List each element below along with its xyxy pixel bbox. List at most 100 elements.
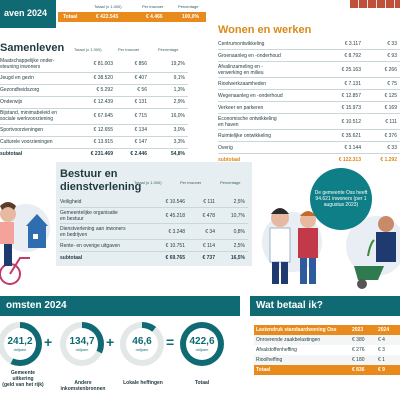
wonen-value: € 12.857: [314, 89, 364, 102]
income-3-caption: Lokale heffingen: [123, 380, 163, 386]
table-row: Onderwijs € 12.439 € 131 2,9%: [0, 96, 188, 109]
wonen-label: Verkeer en parkeren: [218, 101, 314, 114]
samenleven-subtotal-pct: 54,8%: [170, 151, 185, 157]
table-row: Afvalinzameling en - verwerking en milie…: [218, 61, 400, 78]
cyclist-illustration: [0, 202, 50, 285]
expenses-title-band: aven 2024: [0, 0, 56, 28]
table-row: Verkeer en parkeren € 15.973 € 169: [218, 101, 400, 114]
people-illustration: [262, 208, 400, 289]
betaal-row-label: Onroerende zaakbelastingen: [254, 335, 350, 345]
table-row: Centrumontwikkeling € 3.117 € 33: [218, 38, 400, 50]
betaal-head-label: Lastendruk standaardwoning Oss: [254, 325, 350, 335]
population-text: De gemeente Oss heeft 94.621 inwoners (p…: [314, 189, 368, 209]
samenleven-per: € 134: [116, 124, 150, 137]
wonen-per: € 33: [364, 38, 400, 50]
wonen-value: € 35.621: [314, 129, 364, 142]
table-row: Gemeentelijke organisatie en bestuur € 45…: [60, 207, 248, 224]
wonen-label: Economische ontwikkeling en haven: [218, 113, 314, 130]
bestuur-pct: 2,5%: [218, 196, 248, 208]
samenleven-pct: 1,3%: [150, 84, 188, 97]
samenleven-col-per: Per inwoner: [118, 47, 140, 52]
wonen-value: € 15.973: [314, 101, 364, 114]
betaal-row-2023: € 276: [352, 347, 365, 353]
table-row: Dienstverlening aan inwoners en bedrijve…: [60, 223, 248, 240]
samenleven-subtotal-label: subtotaal: [0, 151, 23, 157]
samenleven-pct: 19,2%: [150, 56, 188, 73]
samenleven-table: Maatschappelijke onder- steuning inwoner…: [0, 56, 188, 160]
betaal-head-row: Lastendruk standaardwoning Oss 2023 2024: [254, 325, 400, 335]
samenleven-col-total: Totaal (x 1.000): [74, 47, 102, 52]
equals-sign: =: [166, 334, 175, 350]
income-ring-2: 134,7 miljoen: [60, 322, 104, 366]
wonen-per: € 33: [364, 141, 400, 154]
income-1-unit: miljoen: [13, 346, 27, 352]
bestuur-value: € 10.751: [148, 239, 188, 252]
income-total-unit: miljoen: [195, 346, 209, 352]
bestuur-col-per: Per inwoner: [180, 180, 202, 185]
wonen-title: Wonen en werken: [218, 24, 312, 36]
betaal-row-2024: € 4: [376, 335, 400, 345]
samenleven-per: € 407: [116, 72, 150, 85]
wonen-subtotal-value: € 122.313: [338, 156, 361, 163]
betaal-row-2023: € 380: [350, 335, 376, 345]
bestuur-subtotal-label: subtotaal: [60, 254, 83, 261]
bestuur-pct: 10,7%: [218, 207, 248, 224]
table-row: Groenaanleg en -onderhoud € 8.792 € 93: [218, 49, 400, 62]
income-2-unit: miljoen: [75, 346, 89, 352]
wonen-subtotal-per: € 1.292: [380, 156, 397, 163]
population-bubble: De gemeente Oss heeft 94.621 inwoners (p…: [310, 168, 372, 230]
wonen-label: Ruimtelijke ontwikkeling: [218, 129, 314, 142]
bestuur-value: € 10.546: [148, 196, 188, 208]
bestuur-label: Gemeentelijke organisatie en bestuur: [60, 207, 148, 224]
table-row: Rente- en overige uitgaven € 10.751 € 114 2…: [60, 239, 248, 252]
bestuur-col-total: Totaal (x 1.000): [134, 180, 162, 185]
samenleven-label: Gezondheidszorg: [0, 84, 76, 97]
samenleven-label: Bijstand, minimabeleid en sociale werkvo…: [0, 108, 76, 125]
brick-decoration: [350, 0, 400, 8]
betaal-row-label: Afvalstoffenheffing: [256, 347, 297, 353]
income-ring-3: 46,6 miljoen: [120, 322, 164, 366]
income-ring-1: 241,2 miljoen: [0, 322, 42, 366]
samenleven-value: € 12.655: [76, 124, 116, 137]
bestuur-label: Rente- en overige uitgaven: [60, 239, 148, 252]
bestuur-value: € 45.218: [148, 207, 188, 224]
income-2-caption: Andere inkomstenbronnen: [60, 380, 106, 392]
subtotal-row: subtotaal € 122.313 € 1.292: [218, 154, 400, 166]
samenleven-value: € 81.003: [76, 56, 116, 73]
samenleven-col-pct: Percentage: [158, 47, 179, 52]
samenleven-label: Jeugd en gezin: [0, 72, 76, 85]
betaal-table: Lastendruk standaardwoning Oss 2023 2024…: [254, 325, 400, 375]
bestuur-title: Bestuur en dienstverlening: [60, 168, 142, 193]
income-3-value: 46,6: [132, 335, 152, 347]
samenleven-subtotal-value: € 231.469: [90, 151, 113, 157]
table-row: Afvalstoffenheffing € 276 € 3: [254, 345, 400, 355]
table-row: Economische ontwikkeling en haven € 10.51…: [218, 113, 400, 130]
bestuur-subtotal-per: € 737: [202, 254, 215, 261]
income-3-unit: miljoen: [135, 346, 149, 352]
samenleven-per: € 147: [116, 136, 150, 149]
bestuur-table: Veiligheid € 10.546 € 111 2,5% Gemeentelijke…: [60, 196, 248, 263]
bestuur-pct: 2,5%: [218, 239, 248, 252]
samenleven-pct: 3,3%: [150, 136, 188, 149]
wonen-per: € 169: [364, 101, 400, 114]
wonen-value: € 3.117: [314, 38, 364, 50]
table-row: Gezondheidszorg € 5.292 € 56 1,3%: [0, 84, 188, 97]
inkomsten-bar: omsten 2024: [0, 296, 240, 316]
table-row: Rioolheffing € 180 € 1: [254, 355, 400, 365]
samenleven-subtotal-per: € 2.446: [130, 151, 147, 157]
samenleven-label: Onderwijs: [0, 96, 76, 109]
table-row: Bijstand, minimabeleid en sociale werkvo…: [0, 108, 188, 125]
wonen-value: € 25.163: [314, 61, 364, 78]
table-row: Overig € 3.144 € 33: [218, 141, 400, 154]
samenleven-per: € 56: [116, 84, 150, 97]
table-row: Veiligheid € 10.546 € 111 2,5%: [60, 196, 248, 208]
bestuur-subtotal-value: € 69.765: [165, 254, 185, 261]
samenleven-pct: 2,9%: [150, 96, 188, 109]
samenleven-pct: 3,0%: [150, 124, 188, 137]
samenleven-per: € 715: [116, 108, 150, 125]
betaal-row-2023: € 180: [350, 355, 376, 365]
income-ring-total: 422,6 miljoen: [180, 322, 224, 366]
wonen-label: Afvalinzameling en - verwerking en milie…: [218, 61, 314, 78]
bestuur-per: € 34: [188, 223, 218, 240]
header-col-pct: Percentage: [178, 4, 199, 9]
